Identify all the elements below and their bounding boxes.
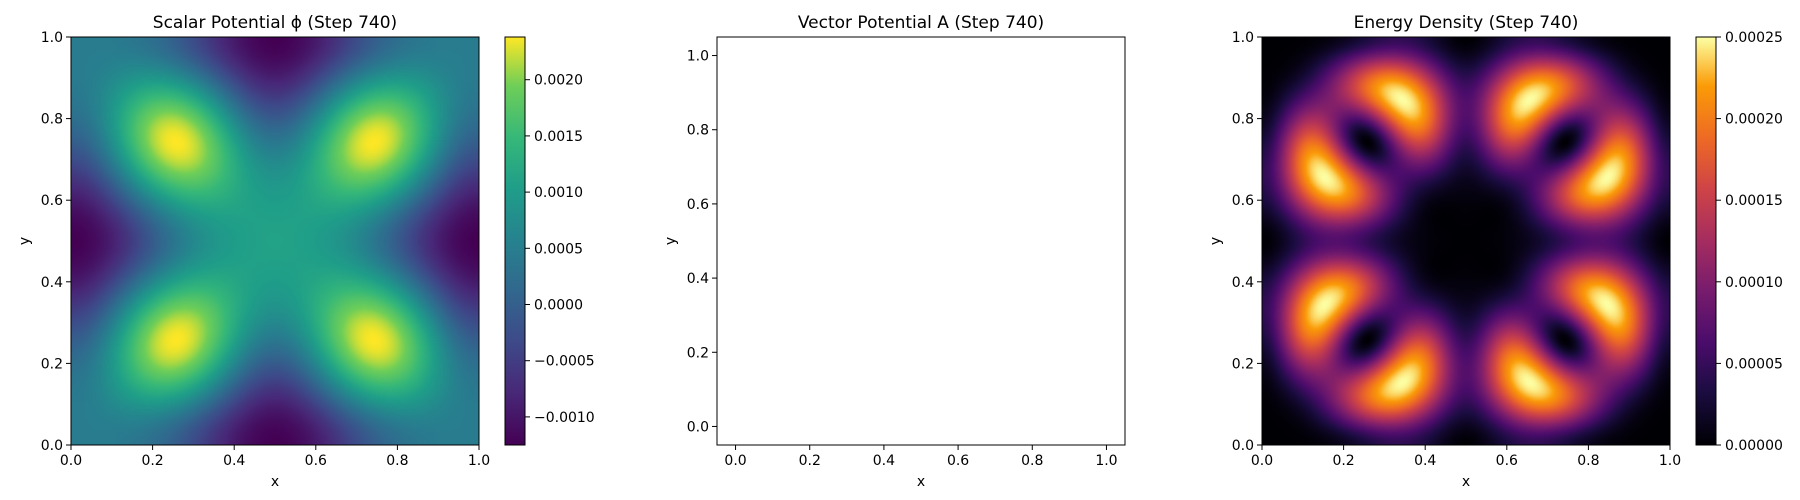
colorbar-ticks: −0.0010 −0.0005 0.0000 0.0005 0.0010 0.0015 0.… [525,73,595,426]
x-axis-ticks: 0.0 0.2 0.4 0.6 0.8 1.0 [60,445,490,469]
colorbar-tick-label: 0.00005 [1725,356,1783,372]
y-axis-label: y [17,237,33,245]
y-axis-ticks: 0.0 0.2 0.4 0.6 0.8 1.0 [687,49,717,435]
colorbar-tick-label: 0.00020 [1725,112,1783,128]
colorbar-tick-label: 0.00000 [1725,438,1783,454]
colorbar-tick-label: −0.0010 [534,410,595,426]
x-tick-label: 0.2 [799,453,821,469]
x-tick-label: 1.0 [1095,453,1117,469]
y-axis-label: y [1208,237,1224,245]
colorbar-tick-label: 0.0010 [534,185,583,201]
y-axis-ticks: 0.0 0.2 0.4 0.6 0.8 1.0 [1232,30,1262,454]
panel-scalar-potential: Scalar Potential ϕ (Step 740) 0.0 0.2 0.4 0… [17,13,595,490]
x-axis-label: x [1462,474,1470,490]
colorbar-scalar-potential [504,36,526,446]
x-tick-label: 0.0 [724,453,746,469]
x-tick-label: 0.6 [947,453,969,469]
x-tick-label: 0.8 [1577,453,1599,469]
y-tick-label: 0.8 [687,123,709,139]
panel-energy-density: Energy Density (Step 740) 0.0 0.2 0.4 0.6 0.… [1208,13,1783,490]
colorbar-tick-label: 0.00010 [1725,275,1783,291]
x-tick-label: 0.8 [386,453,408,469]
chart-title: Scalar Potential ϕ (Step 740) [153,13,397,33]
x-tick-label: 1.0 [468,453,490,469]
heatmap-energy-density [1262,37,1670,445]
colorbar-tick-label: 0.0000 [534,298,583,314]
colorbar-tick-label: 0.0020 [534,73,583,89]
x-tick-label: 0.8 [1021,453,1043,469]
plot-frame [1261,36,1671,446]
y-tick-label: 1.0 [41,30,63,46]
colorbar-ticks: 0.00000 0.00005 0.00010 0.00015 0.00020 0.000… [1716,30,1783,454]
x-tick-label: 0.0 [1251,453,1273,469]
x-tick-label: 0.4 [873,453,895,469]
y-tick-label: 0.2 [1232,356,1254,372]
y-axis-ticks: 0.0 0.2 0.4 0.6 0.8 1.0 [41,30,71,454]
x-tick-label: 1.0 [1659,453,1681,469]
colorbar-tick-label: 0.0005 [534,241,583,257]
y-tick-label: 0.8 [1232,112,1254,128]
x-tick-label: 0.4 [1414,453,1436,469]
x-tick-label: 0.4 [223,453,245,469]
x-axis-label: x [917,474,925,490]
colorbar-energy-density [1695,36,1717,446]
y-tick-label: 1.0 [687,49,709,65]
x-axis-label: x [271,474,279,490]
y-tick-label: 1.0 [1232,30,1254,46]
x-tick-label: 0.2 [141,453,163,469]
y-axis-label: y [663,237,679,245]
y-tick-label: 0.0 [41,438,63,454]
panel-vector-potential: Vector Potential A (Step 740) 0.0 0.2 0.4 0… [663,13,1126,490]
y-tick-label: 0.6 [1232,193,1254,209]
plot-frame [716,36,1126,446]
colorbar-tick-label: 0.0015 [534,129,583,145]
x-axis-ticks: 0.0 0.2 0.4 0.6 0.8 1.0 [724,445,1118,469]
x-tick-label: 0.6 [305,453,327,469]
y-tick-label: 0.4 [41,275,63,291]
y-tick-label: 0.2 [687,345,709,361]
chart-title: Energy Density (Step 740) [1354,13,1579,33]
colorbar-tick-label: −0.0005 [534,354,595,370]
y-tick-label: 0.6 [687,197,709,213]
heatmap-scalar-potential [71,37,479,445]
x-tick-label: 0.0 [60,453,82,469]
chart-title: Vector Potential A (Step 740) [798,13,1044,33]
colorbar-tick-label: 0.00015 [1725,193,1783,209]
y-tick-label: 0.4 [687,271,709,287]
x-tick-label: 0.6 [1496,453,1518,469]
y-tick-label: 0.6 [41,193,63,209]
x-axis-ticks: 0.0 0.2 0.4 0.6 0.8 1.0 [1251,445,1681,469]
x-tick-label: 0.2 [1332,453,1354,469]
colorbar-tick-label: 0.00025 [1725,30,1783,46]
plot-frame [70,36,480,446]
y-tick-label: 0.2 [41,356,63,372]
y-tick-label: 0.0 [687,419,709,435]
y-tick-label: 0.0 [1232,438,1254,454]
y-tick-label: 0.4 [1232,275,1254,291]
y-tick-label: 0.8 [41,112,63,128]
